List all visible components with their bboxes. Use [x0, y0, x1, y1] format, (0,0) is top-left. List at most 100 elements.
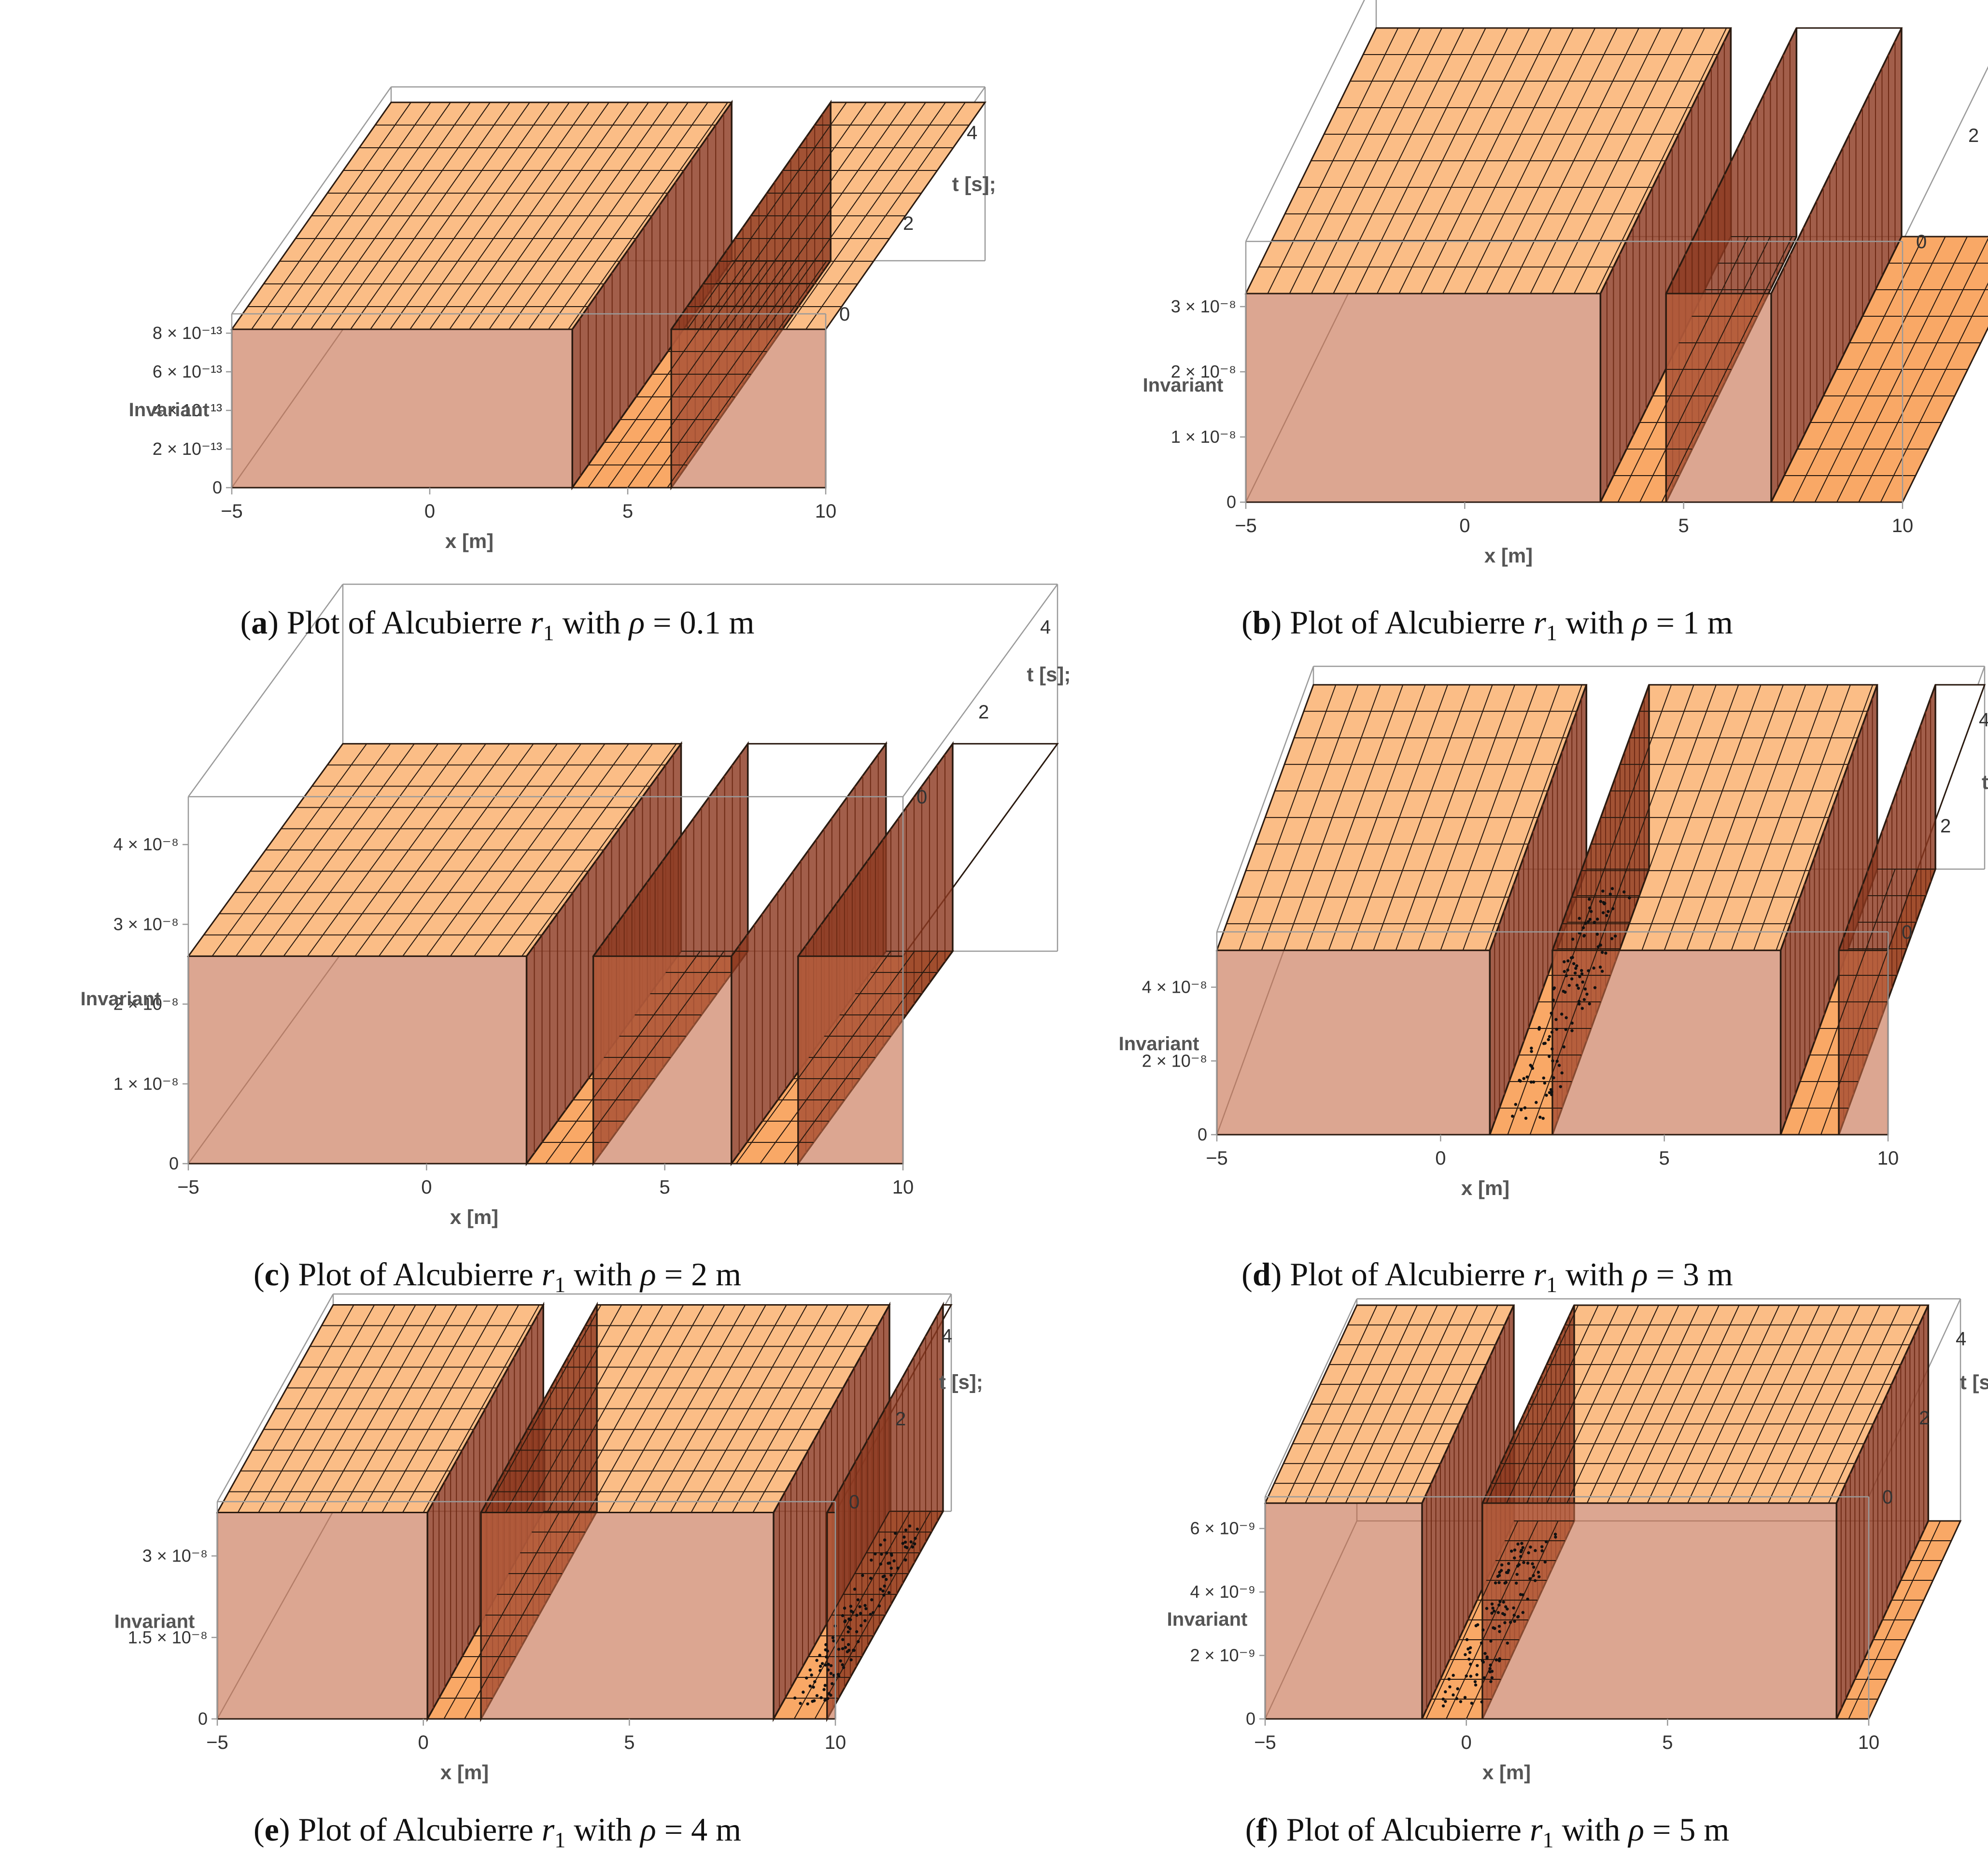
- scatter-point: [1497, 1624, 1501, 1628]
- scatter-point: [1464, 1653, 1467, 1657]
- scatter-point: [1480, 1700, 1483, 1703]
- scatter-point: [844, 1619, 847, 1623]
- scatter-point: [1577, 986, 1580, 990]
- plateau-front: [231, 328, 573, 489]
- bounding-box-front: [1264, 1496, 1870, 1719]
- caption-a: (a) Plot of Alcubierre r1 with ρ = 0.1 m: [240, 604, 755, 645]
- scatter-point: [1611, 907, 1615, 911]
- scatter-point: [1529, 1545, 1532, 1549]
- scatter-point: [879, 1562, 883, 1566]
- scatter-point: [1570, 1029, 1574, 1032]
- z-tick-label: 0: [1198, 1125, 1207, 1144]
- surface-plot-c: −5 0 5 10 0 2 4 0 1 × 10⁻⁸ 2 × 10⁻⁸ 3 × 10⁻⁸ 4 × 10…: [81, 583, 1071, 1228]
- z-tick-label: 2 × 10⁻⁸: [1171, 362, 1236, 381]
- x-tick-label: 0: [1459, 515, 1470, 536]
- scatter-point: [1490, 1670, 1494, 1673]
- panel-c: −5 0 5 10 0 2 4 0 1 × 10⁻⁸ 2 × 10⁻⁸ 3 × 10⁻⁸ 4 × 10…: [14, 583, 1071, 1265]
- scatter-point: [904, 1528, 908, 1532]
- z-axis-label: Invariant: [114, 1611, 195, 1632]
- scatter-point: [1441, 1697, 1445, 1701]
- scatter-point: [1476, 1664, 1479, 1667]
- bounding-box-front: [1216, 931, 1889, 1135]
- scatter-point: [1504, 1581, 1508, 1584]
- caption-subscript: 1: [543, 620, 554, 645]
- scatter-point: [1588, 906, 1592, 910]
- scatter-point: [1531, 1067, 1535, 1070]
- scatter-point: [841, 1638, 845, 1641]
- scatter-point: [877, 1604, 881, 1608]
- scatter-point: [1485, 1657, 1489, 1660]
- scatter-point: [882, 1593, 886, 1597]
- scatter-point: [1580, 972, 1584, 976]
- scatter-point: [1541, 1116, 1545, 1120]
- scatter-point: [1554, 1535, 1557, 1539]
- x-tick-label: 5: [660, 1177, 670, 1198]
- scatter-point: [1580, 969, 1583, 972]
- x-tick-label: −5: [221, 501, 243, 522]
- scatter-artifacts: [1441, 1533, 1557, 1708]
- z-tick-label: 3 × 10⁻⁸: [1171, 296, 1236, 316]
- scatter-point: [1488, 1667, 1492, 1671]
- surface-walls: [1245, 28, 1903, 503]
- x-axis-label: x [m]: [1482, 1761, 1531, 1784]
- scatter-point: [839, 1659, 842, 1663]
- scatter-point: [1535, 1101, 1538, 1104]
- scatter-point: [1496, 1611, 1500, 1614]
- scatter-point: [1545, 1094, 1548, 1097]
- scatter-point: [841, 1614, 845, 1618]
- scatter-point: [1532, 1574, 1535, 1577]
- scatter-point: [1578, 1002, 1581, 1006]
- scatter-point: [1463, 1696, 1467, 1699]
- z-tick-label: 1.5 × 10⁻⁸: [128, 1627, 208, 1647]
- z-tick-label: 3 × 10⁻⁸: [142, 1546, 208, 1566]
- scatter-point: [1529, 1080, 1533, 1084]
- scatter-point: [853, 1588, 857, 1591]
- scatter-point: [802, 1690, 805, 1694]
- scatter-point: [1555, 1059, 1559, 1063]
- surface-mesh: [231, 102, 985, 488]
- scatter-point: [1503, 1613, 1506, 1617]
- t-tick-label: 0: [916, 787, 927, 808]
- scatter-point: [1596, 917, 1599, 921]
- caption-text: Plot of Alcubierre: [298, 1256, 542, 1293]
- scatter-point: [1604, 951, 1607, 955]
- scatter-point: [1582, 934, 1586, 937]
- caption-d: (d) Plot of Alcubierre r1 with ρ = 3 m: [1241, 1256, 1733, 1297]
- scatter-point: [1507, 1562, 1510, 1565]
- surface-plot-f: −5 0 5 10 0 2 4 0 2 × 10⁻⁹ 4 × 10⁻⁹ 6 × 10⁻⁹ x [m] t…: [1167, 1298, 1988, 1784]
- scatter-point: [793, 1696, 797, 1700]
- x-tick-label: 10: [1877, 1148, 1899, 1169]
- scatter-point: [1560, 1013, 1564, 1016]
- scatter-point: [846, 1625, 850, 1629]
- scatter-point: [1540, 1549, 1544, 1552]
- t-axis-label: t [s];: [1960, 1371, 1988, 1393]
- t-tick-label: 4: [967, 122, 977, 143]
- scatter-point: [1447, 1677, 1451, 1681]
- scatter-point: [1622, 890, 1626, 894]
- box-edge: [216, 1294, 334, 1502]
- caption-subscript: 1: [554, 1828, 566, 1852]
- scatter-point: [1474, 1624, 1478, 1628]
- z-axis-label: Invariant: [129, 399, 210, 421]
- scatter-point: [1468, 1662, 1472, 1666]
- plateau-front: [216, 1512, 428, 1720]
- scatter-point: [1521, 1546, 1525, 1549]
- scatter-point: [1578, 999, 1581, 1003]
- scatter-point: [1575, 984, 1579, 987]
- scatter-point: [1564, 1027, 1567, 1031]
- scatter-point: [826, 1697, 830, 1700]
- scatter-point: [842, 1666, 846, 1669]
- x-tick-label: 0: [1435, 1148, 1446, 1169]
- scatter-point: [1469, 1674, 1473, 1678]
- caption-rho: ρ: [629, 604, 645, 641]
- caption-label: c: [264, 1256, 279, 1293]
- scatter-point: [1613, 934, 1617, 938]
- scatter-point: [1603, 902, 1606, 905]
- surface-plot-e: −5 0 5 10 0 2 4 0 1.5 × 10⁻⁸ 3 × 10⁻⁸ x [m] t [s]; I…: [114, 1293, 983, 1784]
- scatter-point: [818, 1669, 822, 1673]
- scatter-point: [1537, 1571, 1540, 1574]
- scatter-point: [1570, 977, 1574, 981]
- scatter-point: [1504, 1605, 1508, 1608]
- scatter-point: [880, 1552, 883, 1556]
